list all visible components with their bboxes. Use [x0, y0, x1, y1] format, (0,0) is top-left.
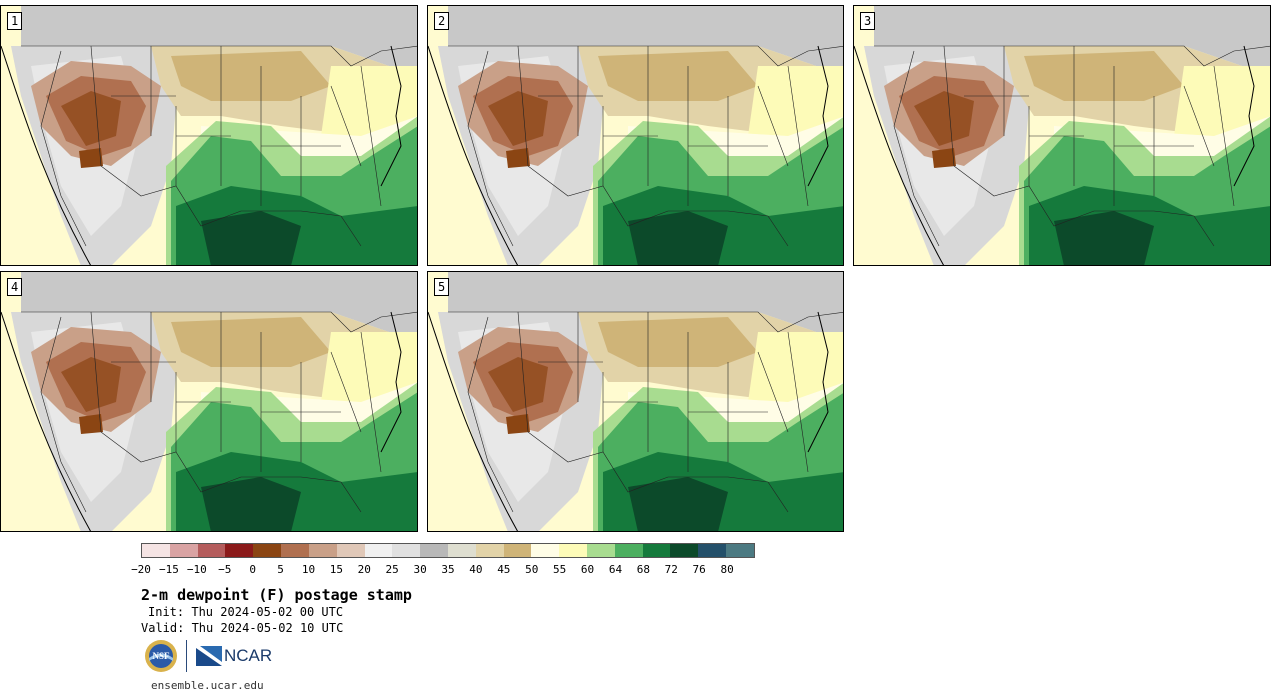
panel-number-5: 5: [434, 278, 450, 296]
colorbar-tick-label: 64: [608, 563, 623, 576]
figure-title: 2-m dewpoint (F) postage stamp: [141, 586, 412, 604]
nsf-logo-text: NSF: [152, 651, 170, 661]
colorbar-swatch: [726, 544, 754, 557]
colorbar-tick-label: −5: [218, 563, 232, 576]
colorbar-swatch: [364, 544, 393, 557]
dewpoint-map-3: [854, 6, 1270, 265]
colorbar-swatch: [197, 544, 226, 557]
logo-row: NSF NCAR: [144, 638, 272, 674]
colorbar-swatch: [142, 544, 170, 557]
dewpoint-map-5: [428, 272, 843, 531]
colorbar-swatch: [475, 544, 504, 557]
colorbar-tick-label: 40: [469, 563, 483, 576]
colorbar-tick-label: 50: [525, 563, 539, 576]
colorbar-swatch: [698, 544, 727, 557]
colorbar-swatch: [447, 544, 476, 557]
map-panel-5: 5: [427, 271, 844, 532]
ncar-logo-icon: [196, 646, 222, 666]
panel-number-1: 1: [7, 12, 23, 30]
logo-divider: [186, 640, 187, 672]
colorbar-swatch: [642, 544, 671, 557]
site-url: ensemble.ucar.edu: [151, 679, 264, 692]
colorbar-swatch: [169, 544, 198, 557]
colorbar-swatch: [670, 544, 699, 557]
colorbar-swatch: [225, 544, 254, 557]
colorbar-swatch: [503, 544, 532, 557]
colorbar-tick-label: 45: [497, 563, 511, 576]
colorbar-swatch: [531, 544, 560, 557]
panel-number-3: 3: [860, 12, 876, 30]
panel-number-4: 4: [7, 278, 23, 296]
map-panel-3: 3: [853, 5, 1271, 266]
colorbar-swatch: [308, 544, 337, 557]
colorbar-swatch: [420, 544, 448, 557]
colorbar-tick-label: 80: [720, 563, 734, 576]
colorbar-swatch: [392, 544, 421, 557]
dewpoint-map-4: [1, 272, 417, 531]
colorbar-tick-label: 76: [692, 563, 706, 576]
colorbar-tick-label: −20: [131, 563, 151, 576]
colorbar-tick-label: −15: [158, 563, 179, 576]
colorbar-tick-label: 30: [413, 563, 427, 576]
colorbar-swatch: [559, 544, 587, 557]
panel-number-2: 2: [434, 12, 450, 30]
colorbar-tick-label: 20: [357, 563, 371, 576]
colorbar-tick-label: 68: [636, 563, 650, 576]
colorbar-tick-label: 72: [664, 563, 678, 576]
colorbar-swatch: [253, 544, 282, 557]
colorbar-swatch: [614, 544, 643, 557]
colorbar-swatch: [281, 544, 309, 557]
colorbar-tick-label: 15: [329, 563, 343, 576]
map-panel-1: 1: [0, 5, 418, 266]
map-panel-2: 2: [427, 5, 844, 266]
valid-time: Valid: Thu 2024-05-02 10 UTC: [141, 621, 344, 635]
colorbar-tick-label: 0: [249, 563, 256, 576]
init-time: Init: Thu 2024-05-02 00 UTC: [148, 605, 344, 619]
colorbar-tick-label: 60: [580, 563, 595, 576]
colorbar-tick-label: 55: [553, 563, 567, 576]
colorbar: [141, 543, 755, 558]
map-panel-4: 4: [0, 271, 418, 532]
dewpoint-map-2: [428, 6, 843, 265]
colorbar-tick-label: 5: [277, 563, 284, 576]
colorbar-tick-label: 25: [385, 563, 399, 576]
colorbar-ticks: −20 −15 −10 −5 0 5 10 15 20 25 30 35 40 45 50 55 60 64 68 7…: [131, 563, 755, 577]
colorbar-tick-label: 35: [441, 563, 455, 576]
ncar-logo-text: NCAR: [224, 646, 273, 665]
dewpoint-map-1: [1, 6, 417, 265]
nsf-logo-icon: NSF: [145, 640, 177, 672]
colorbar-tick-label: −10: [186, 563, 207, 576]
colorbar-tick-label: 10: [301, 563, 316, 576]
colorbar-swatch: [587, 544, 615, 557]
colorbar-swatch: [336, 544, 365, 557]
